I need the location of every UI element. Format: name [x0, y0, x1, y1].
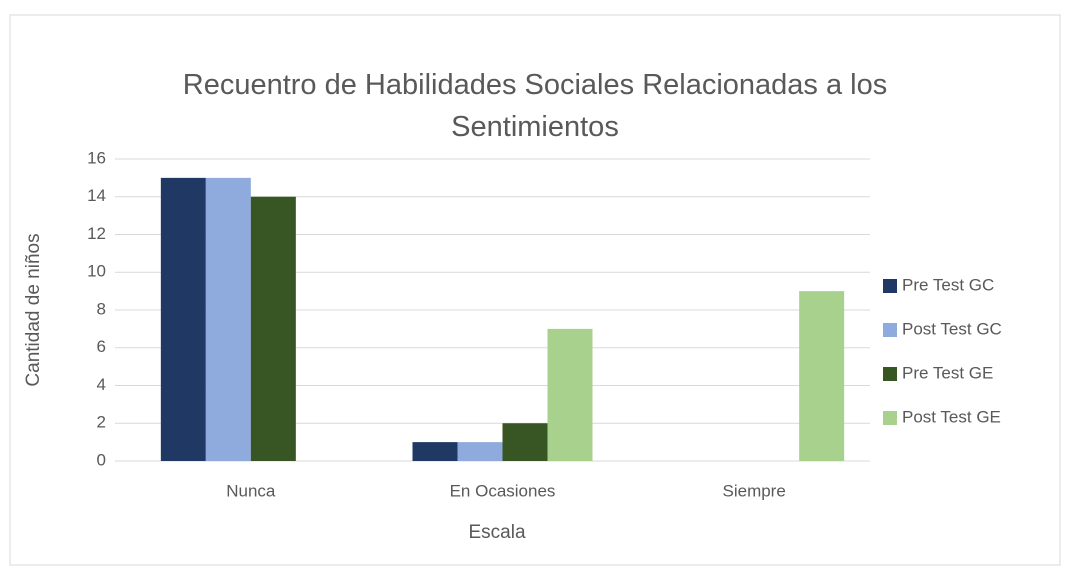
chart-title: Recuentro de Habilidades Sociales Relaci… [182, 69, 888, 143]
bar [160, 177, 206, 461]
y-tick-label: 12 [87, 224, 106, 243]
x-axis-title: Escala [468, 522, 525, 543]
legend-label: Pre Test GE [902, 363, 993, 382]
legend-swatch [883, 323, 897, 337]
y-tick-label: 10 [87, 262, 106, 281]
x-tick-label: En Ocasiones [450, 481, 556, 500]
bar [250, 196, 296, 461]
y-tick-label: 6 [97, 337, 106, 356]
bar [547, 328, 593, 461]
y-axis-title: Cantidad de niños [23, 233, 44, 386]
x-tick-label: Siempre [723, 481, 786, 500]
y-tick-label: 0 [97, 450, 106, 469]
legend-label: Post Test GC [902, 319, 1002, 338]
bar [799, 291, 845, 461]
legend-swatch [883, 367, 897, 381]
y-tick-label: 16 [87, 148, 106, 167]
y-tick-label: 4 [97, 375, 106, 394]
x-tick-label: Nunca [226, 481, 276, 500]
y-tick-label: 2 [97, 413, 106, 432]
bar [412, 442, 458, 461]
legend-swatch [883, 279, 897, 293]
bar [205, 177, 251, 461]
bar [502, 423, 548, 461]
y-tick-label: 14 [87, 186, 106, 205]
legend-label: Pre Test GC [902, 275, 994, 294]
legend-label: Post Test GE [902, 407, 1001, 426]
legend-swatch [883, 411, 897, 425]
y-tick-label: 8 [97, 299, 106, 318]
bar [457, 442, 503, 461]
